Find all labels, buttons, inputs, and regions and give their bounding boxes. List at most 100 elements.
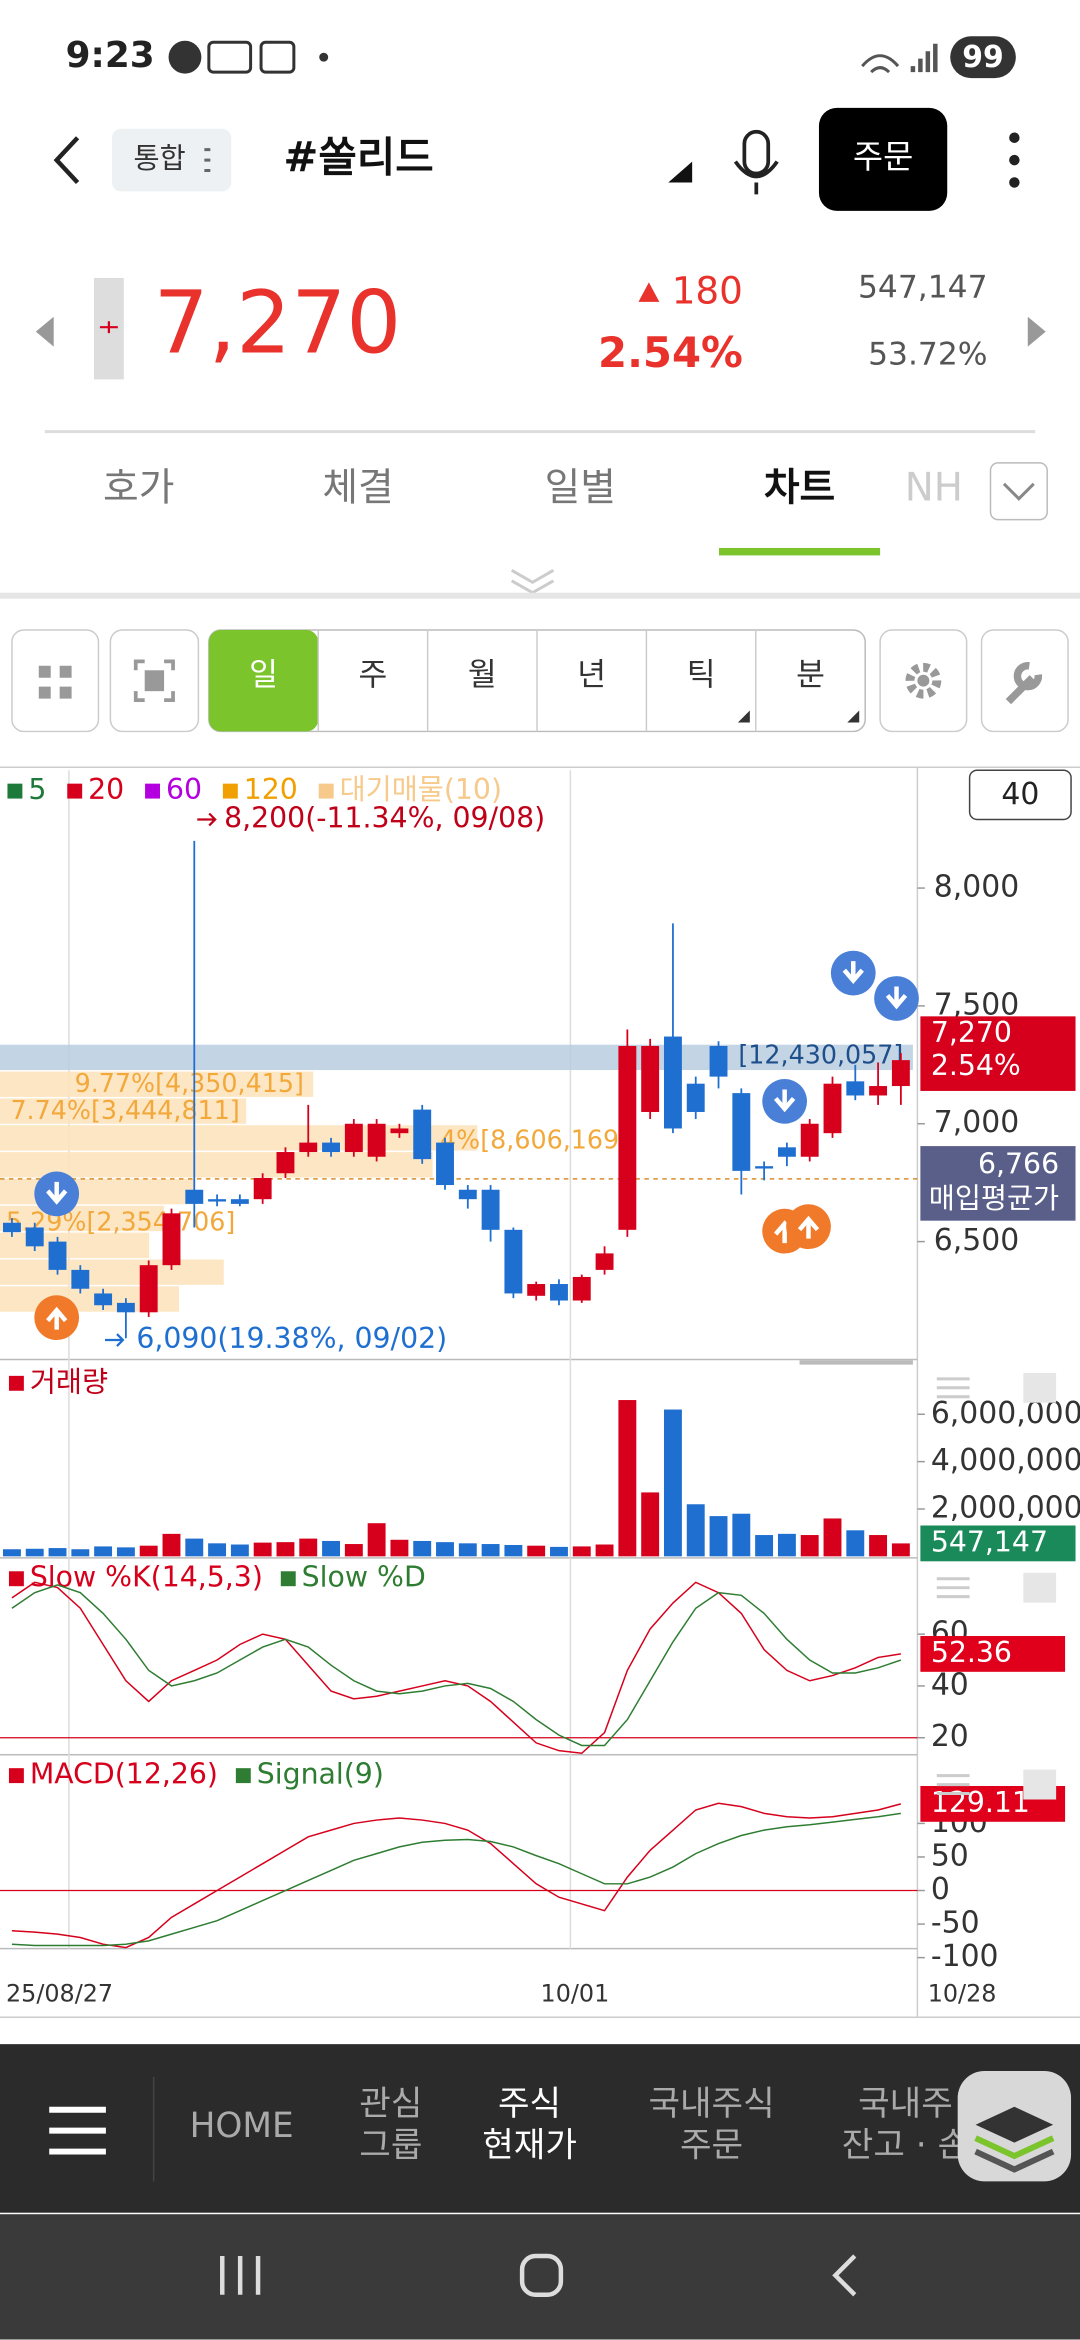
volume-bar xyxy=(709,1516,728,1557)
candle-body xyxy=(891,1060,910,1087)
period-button[interactable]: 일 xyxy=(249,657,278,693)
profile-label: 7.74%[3,444,811] xyxy=(10,1095,239,1125)
avg-price-label: 6,766 xyxy=(978,1147,1059,1180)
mic-icon xyxy=(733,160,779,195)
back-nav-button[interactable] xyxy=(832,2254,857,2297)
high-annotation: 8,200(-11.34%, 09/08) xyxy=(224,801,545,834)
panel-close xyxy=(1023,1372,1057,1403)
count-input[interactable] xyxy=(968,769,1072,821)
candle-body xyxy=(641,1045,660,1112)
profile-label: 4%[8,606,169] xyxy=(440,1125,629,1155)
market-selector[interactable] xyxy=(111,128,232,192)
candle-body xyxy=(504,1229,523,1294)
tab[interactable]: 체결 xyxy=(322,465,393,510)
volume-bar xyxy=(299,1538,318,1557)
candle-body xyxy=(390,1128,409,1134)
legend-label: Signal(9) xyxy=(257,1758,384,1791)
order-button[interactable] xyxy=(818,107,948,211)
panel-handle xyxy=(936,1577,970,1599)
candle-body xyxy=(139,1265,158,1313)
y-tick-label: 20 xyxy=(931,1719,969,1754)
low-arrow xyxy=(105,1333,125,1347)
nav-item[interactable]: 국내주식 xyxy=(648,2084,774,2124)
panel-close xyxy=(1023,1769,1057,1800)
tab[interactable]: NH xyxy=(905,465,963,510)
legend-label: MACD(12,26) xyxy=(30,1758,218,1791)
candle-body xyxy=(367,1123,386,1157)
volume-bar xyxy=(527,1545,546,1557)
change-rate: 2.54% xyxy=(598,328,743,377)
volume-bar xyxy=(208,1543,227,1557)
volume-bar xyxy=(755,1535,774,1557)
back-button[interactable] xyxy=(53,136,80,185)
profile-bar xyxy=(0,1232,150,1259)
y-tick-label: 4,000,000 xyxy=(931,1443,1080,1478)
prev-stock[interactable] xyxy=(35,316,54,347)
recents-button[interactable] xyxy=(220,2255,261,2295)
home-button[interactable] xyxy=(519,2253,564,2297)
candle-body xyxy=(777,1147,796,1157)
tab[interactable]: 호가 xyxy=(103,465,174,510)
legend-swatch xyxy=(7,783,23,799)
period-button[interactable]: 틱 xyxy=(687,657,716,693)
collapse-icon[interactable] xyxy=(510,569,555,595)
tab-more[interactable] xyxy=(989,462,1048,521)
menu-dot[interactable] xyxy=(1009,132,1020,143)
volume-bar xyxy=(641,1492,660,1557)
tab-bar: 호가 체결 일별 차트 NH xyxy=(103,465,963,556)
next-stock[interactable] xyxy=(1027,316,1046,347)
tab[interactable]: 일별 xyxy=(545,465,616,510)
indicator-line xyxy=(11,1812,901,1947)
dropdown-icon xyxy=(668,161,693,183)
nav-item[interactable]: 주식 xyxy=(498,2084,561,2124)
candle-body xyxy=(572,1276,591,1301)
volume-bar xyxy=(846,1530,865,1557)
profile-label: [12,430,057] xyxy=(738,1040,903,1070)
volume-bar xyxy=(663,1409,682,1557)
price-box xyxy=(920,1016,1076,1091)
stock-name[interactable]: #쏠리드 xyxy=(283,133,433,182)
candle-body xyxy=(25,1227,44,1247)
market-label: 통합 xyxy=(134,142,186,175)
legend-swatch xyxy=(8,1571,24,1587)
mic-button[interactable] xyxy=(742,129,771,176)
capture-icon xyxy=(133,659,175,702)
volume-ratio: 53.72% xyxy=(868,337,987,373)
candle-body xyxy=(481,1189,500,1230)
volume-bar xyxy=(390,1539,409,1557)
candle-body xyxy=(618,1045,637,1230)
period-button[interactable]: 월 xyxy=(468,657,497,693)
profile-bar xyxy=(0,1259,224,1285)
period-button[interactable]: 분 xyxy=(796,657,825,693)
candle-body xyxy=(230,1199,249,1204)
legend-swatch xyxy=(235,1768,251,1784)
volume-bar xyxy=(162,1533,181,1557)
period-active xyxy=(208,630,319,732)
signal-arrow xyxy=(885,986,908,1010)
profile-label: 9.77%[4,350,415] xyxy=(75,1068,304,1098)
volume-bar xyxy=(800,1535,819,1557)
signal-arrow xyxy=(46,1181,68,1205)
tab[interactable]: 차트 xyxy=(764,465,835,510)
menu-button[interactable] xyxy=(49,2106,106,2155)
nav-item[interactable]: 관심 xyxy=(359,2084,422,2124)
layout-button[interactable] xyxy=(11,629,100,733)
volume-bar xyxy=(686,1504,705,1557)
nav-home[interactable]: HOME xyxy=(190,2106,294,2146)
legend-swatch xyxy=(318,783,334,799)
nav-item: 주문 xyxy=(680,2126,743,2166)
candle-body xyxy=(550,1284,568,1301)
period-button[interactable]: 주 xyxy=(359,657,388,693)
panel-close xyxy=(1023,1572,1057,1603)
low-annotation: 6,090(19.38%, 09/02) xyxy=(136,1322,447,1355)
volume-bar xyxy=(344,1544,363,1557)
y-tick-label: 7,000 xyxy=(934,1105,1019,1140)
nav-item: 잔고 · 손 xyxy=(842,2126,969,2166)
nav-item[interactable]: 국내주 xyxy=(858,2084,953,2124)
legend-label: 20 xyxy=(88,773,124,806)
candle-body xyxy=(846,1081,865,1096)
period-button[interactable]: 년 xyxy=(577,657,606,693)
y-tick-label: -100 xyxy=(931,1939,999,1974)
legend-label: 60 xyxy=(166,773,202,806)
